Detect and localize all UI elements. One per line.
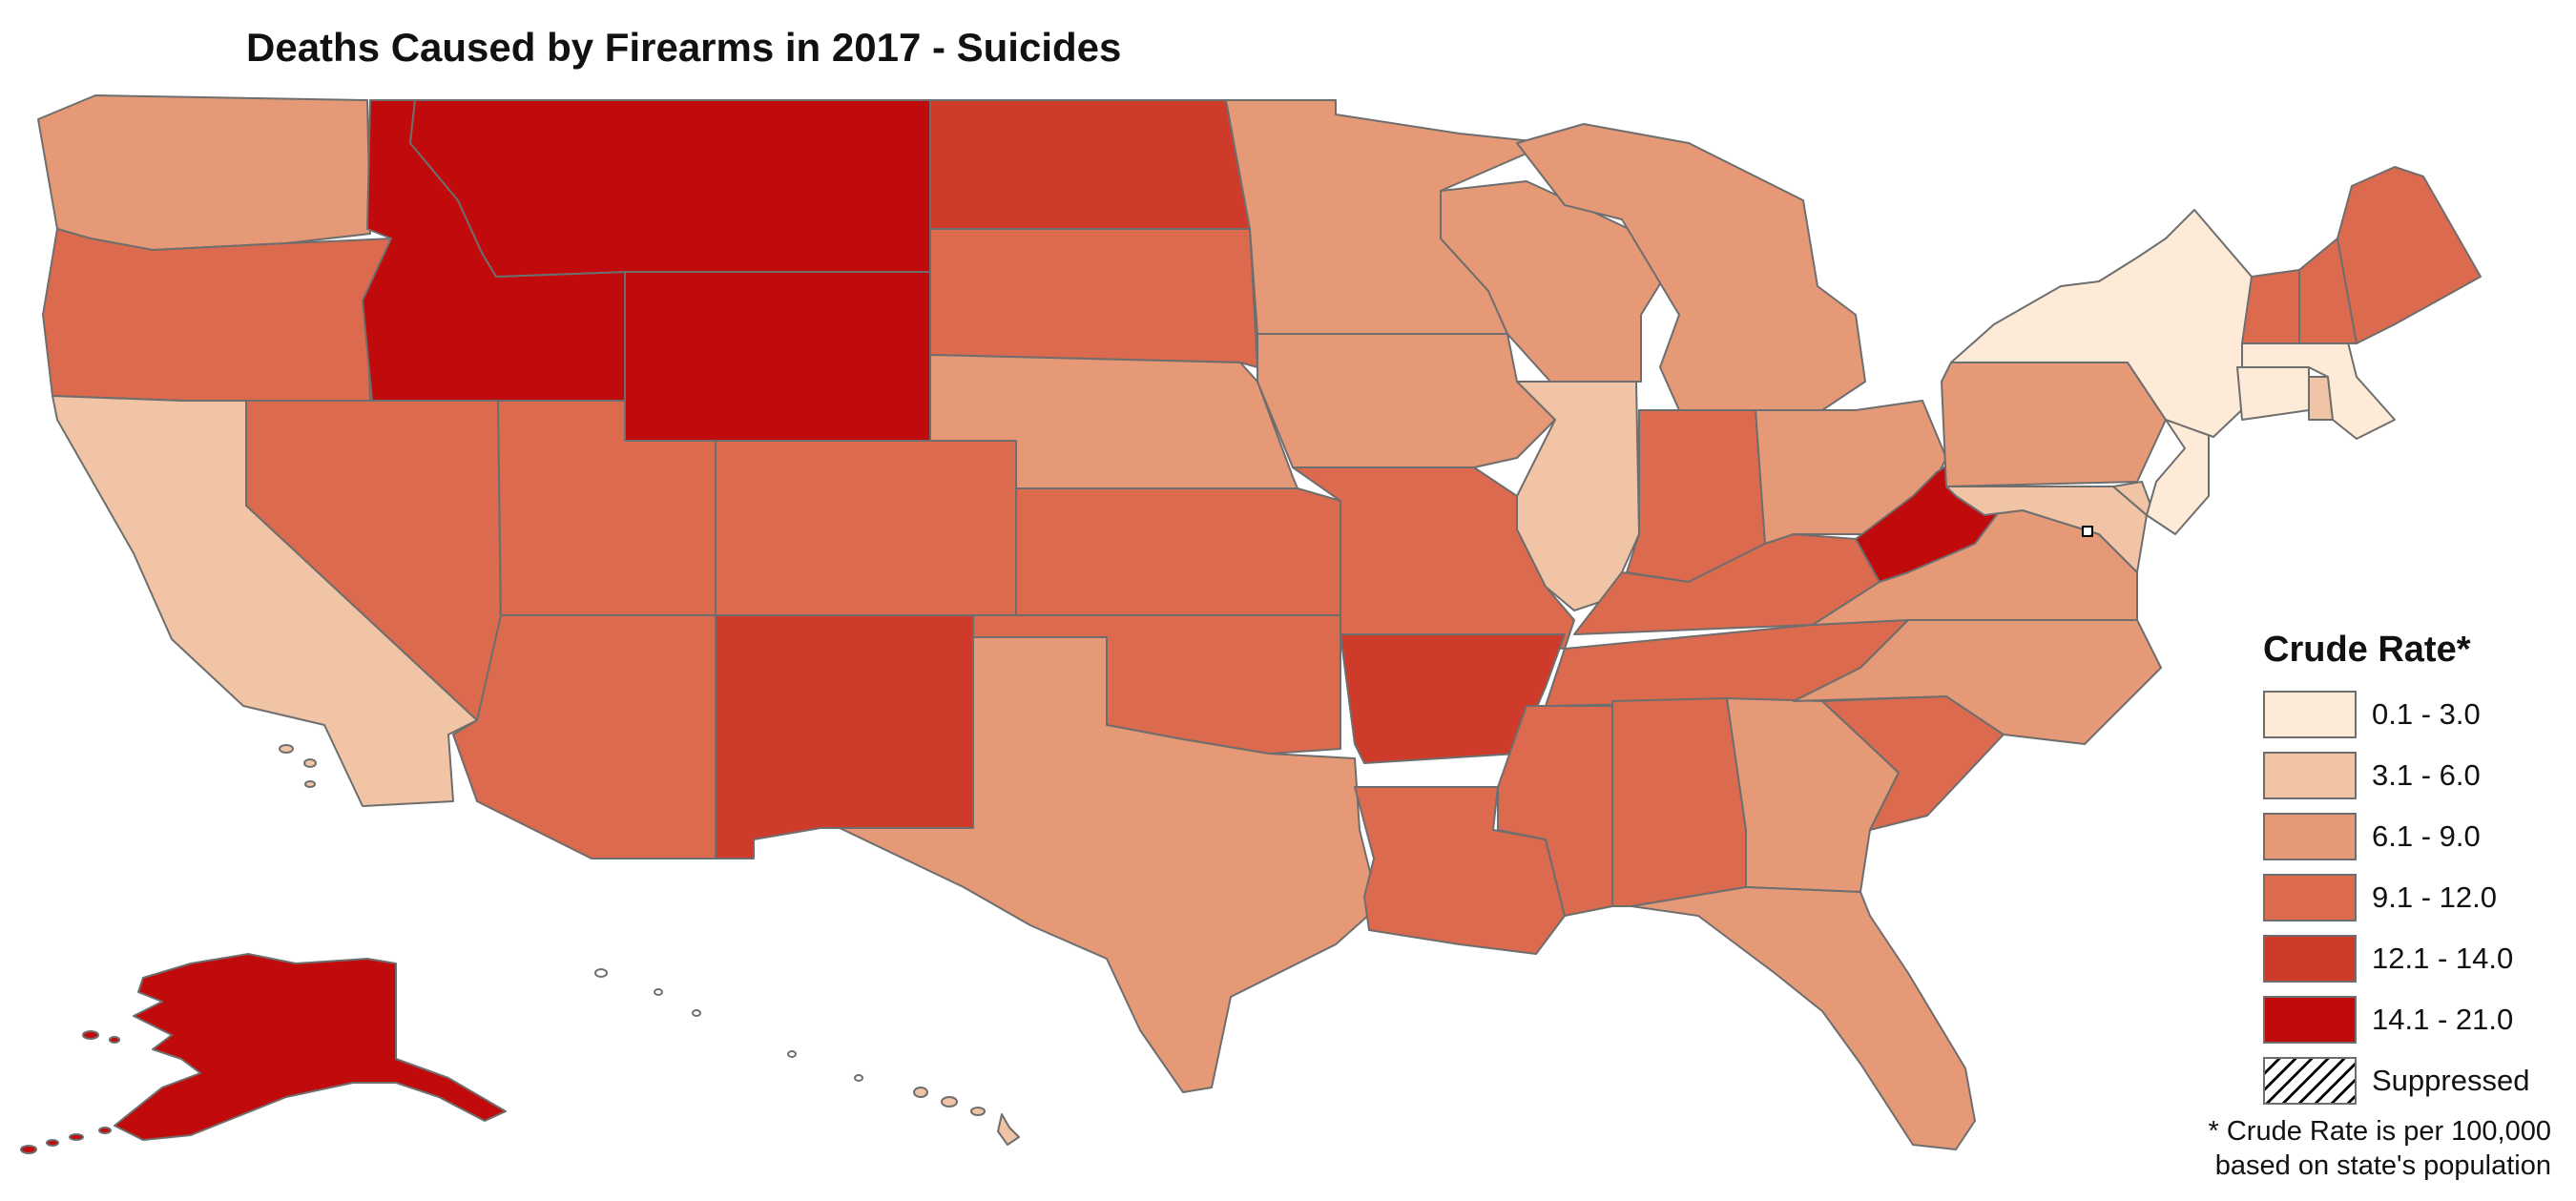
legend-swatch-5 <box>2263 996 2357 1044</box>
state-arizona <box>452 614 717 859</box>
legend-label-5: 14.1 - 21.0 <box>2372 1003 2514 1036</box>
map-title: Deaths Caused by Firearms in 2017 - Suic… <box>246 25 1122 70</box>
state-kansas <box>1015 487 1341 616</box>
legend-item-suppressed: Suppressed <box>2263 1050 2559 1111</box>
state-florida <box>1631 886 1976 1150</box>
legend-item-3: 9.1 - 12.0 <box>2263 867 2559 928</box>
legend-title: Crude Rate* <box>2263 630 2471 670</box>
state-texas <box>839 636 1380 1093</box>
legend-item-2: 6.1 - 9.0 <box>2263 806 2559 867</box>
state-pennsylvania <box>1941 362 2167 487</box>
state-louisiana <box>1354 786 1566 955</box>
state-new-mexico <box>715 614 974 859</box>
state-missouri <box>1292 466 1575 650</box>
legend-swatch-2 <box>2263 813 2357 860</box>
island-10 <box>654 988 663 996</box>
legend-item-1: 3.1 - 6.0 <box>2263 745 2559 806</box>
island-12 <box>787 1050 797 1058</box>
legend-swatch-1 <box>2263 752 2357 799</box>
island-2 <box>69 1133 84 1141</box>
footnote-line-1: * Crude Rate is per 100,000 <box>2208 1116 2552 1147</box>
legend-label-4: 12.1 - 14.0 <box>2372 942 2514 975</box>
state-maine <box>2337 166 2482 344</box>
state-michigan <box>1516 123 1866 411</box>
state-hawaii <box>997 1113 1020 1146</box>
state-alabama <box>1611 697 1747 907</box>
legend-label-suppressed: Suppressed <box>2372 1064 2530 1097</box>
state-north-dakota <box>929 99 1251 230</box>
state-washington <box>37 94 371 251</box>
legend-item-0: 0.1 - 3.0 <box>2263 684 2559 745</box>
island-15 <box>303 758 317 768</box>
state-north-carolina <box>1793 619 2162 745</box>
island-13 <box>854 1074 863 1082</box>
footnote: * Crude Rate is per 100,000 based on sta… <box>2055 1114 2552 1183</box>
island-6 <box>913 1087 928 1098</box>
state-iowa <box>1257 333 1556 468</box>
legend-swatch-0 <box>2263 691 2357 738</box>
island-3 <box>98 1127 112 1134</box>
state-alaska <box>114 953 507 1141</box>
legend-label-2: 6.1 - 9.0 <box>2372 819 2481 853</box>
state-connecticut <box>2236 366 2310 421</box>
legend-swatch-suppressed <box>2263 1057 2357 1105</box>
legend-swatch-4 <box>2263 935 2357 983</box>
island-11 <box>692 1009 701 1017</box>
footnote-line-2: based on state's population <box>2214 1150 2551 1181</box>
legend-label-0: 0.1 - 3.0 <box>2372 697 2481 731</box>
state-south-dakota <box>929 228 1258 368</box>
island-16 <box>304 780 316 788</box>
legend-item-4: 12.1 - 14.0 <box>2263 928 2559 989</box>
island-5 <box>109 1036 120 1044</box>
state-new-york <box>1950 209 2253 438</box>
state-district-of-columbia <box>2082 526 2093 537</box>
state-new-jersey <box>2146 419 2210 535</box>
island-8 <box>970 1107 986 1116</box>
island-14 <box>279 744 294 754</box>
legend: Crude Rate* 0.1 - 3.0 3.1 - 6.0 6.1 - 9.… <box>2263 630 2559 1111</box>
state-colorado <box>715 440 1017 616</box>
island-4 <box>82 1030 99 1040</box>
island-7 <box>941 1096 958 1108</box>
state-wyoming <box>624 271 931 442</box>
legend-item-5: 14.1 - 21.0 <box>2263 989 2559 1050</box>
legend-label-1: 3.1 - 6.0 <box>2372 758 2481 792</box>
legend-label-3: 9.1 - 12.0 <box>2372 880 2497 914</box>
state-oregon <box>42 228 394 402</box>
island-1 <box>46 1139 59 1147</box>
legend-swatch-3 <box>2263 874 2357 921</box>
island-9 <box>594 968 608 978</box>
state-vermont <box>2241 269 2300 344</box>
island-0 <box>20 1145 37 1154</box>
state-montana <box>409 99 931 278</box>
